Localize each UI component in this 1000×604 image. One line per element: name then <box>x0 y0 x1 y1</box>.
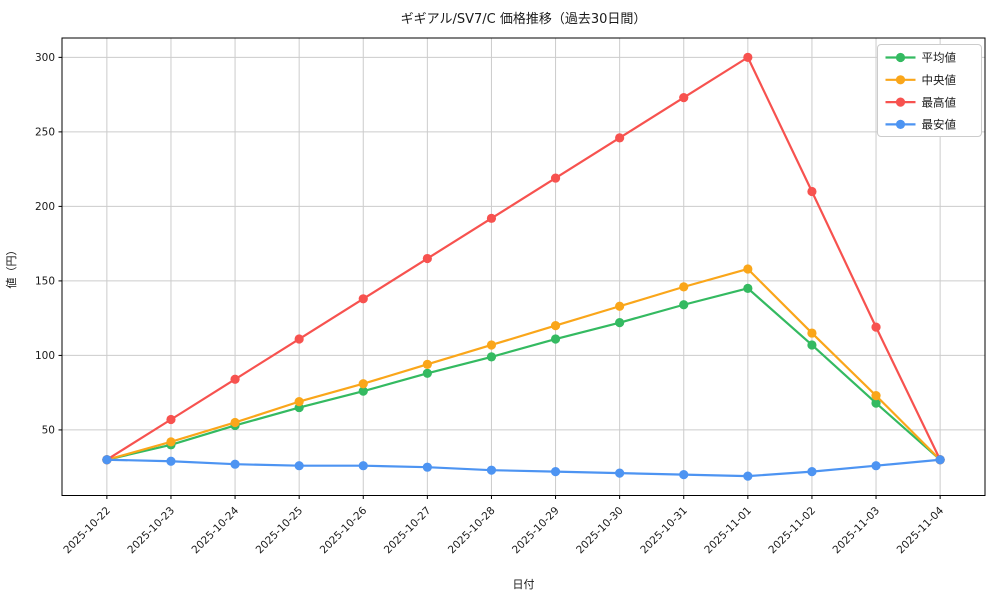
y-tick-label: 200 <box>35 201 55 213</box>
data-point-median <box>230 417 240 428</box>
y-tick-label: 250 <box>35 127 55 139</box>
y-axis-label: 値（円） <box>5 245 18 289</box>
data-point-max <box>166 414 176 425</box>
y-tick-label: 300 <box>35 52 55 64</box>
data-point-median <box>743 264 753 274</box>
legend-label-max: 最高値 <box>922 95 957 109</box>
legend-marker-dot-average <box>895 52 906 63</box>
legend-label-min: 最安値 <box>922 118 957 132</box>
tick-layer: 2025-10-22 2025-10-23 2025-10-24 2025-10-25… <box>35 52 947 556</box>
legend-marker-dot-median <box>895 75 906 85</box>
data-point-median <box>871 391 881 401</box>
x-tick-label: 2025-10-24 <box>190 504 242 556</box>
series-line-average <box>105 287 942 461</box>
data-point-average <box>486 352 497 362</box>
legend-item-average: 平均値 <box>885 51 957 65</box>
x-tick-label: 2025-10-30 <box>574 505 626 557</box>
legend-marker-dot-max <box>895 97 906 107</box>
data-point-max <box>486 213 497 223</box>
x-tick-label: 2025-10-31 <box>638 505 690 557</box>
data-point-min <box>550 467 561 477</box>
legend-label-average: 平均値 <box>922 51 957 65</box>
x-tick-label: 2025-10-25 <box>254 505 306 557</box>
x-tick-label: 2025-11-02 <box>766 505 818 557</box>
grid-layer <box>62 38 985 496</box>
chart-title: ギギアル/SV7/C 価格推移（過去30日間） <box>401 11 647 27</box>
legend-label-median: 中央値 <box>922 73 957 87</box>
data-point-max <box>807 186 817 197</box>
x-tick-label: 2025-11-01 <box>702 505 754 557</box>
data-point-max <box>615 133 625 143</box>
data-point-average <box>422 368 432 378</box>
data-point-min <box>294 461 304 471</box>
data-point-min <box>166 456 176 466</box>
legend-marker-dot-min <box>895 119 906 129</box>
data-point-min <box>679 470 689 480</box>
data-point-median <box>807 328 817 338</box>
y-tick-label: 150 <box>35 276 55 288</box>
data-point-median <box>358 379 368 389</box>
data-point-min <box>807 467 817 477</box>
legend-item-max: 最高値 <box>885 95 957 109</box>
data-point-min <box>871 461 881 471</box>
data-point-max <box>550 173 561 183</box>
data-point-average <box>615 318 625 328</box>
data-point-median <box>294 397 304 407</box>
series-line-min <box>105 458 942 478</box>
data-point-average <box>871 398 881 408</box>
data-point-min <box>422 462 432 472</box>
data-point-max <box>230 374 240 384</box>
x-tick-label: 2025-11-03 <box>831 505 883 557</box>
x-axis-label: 日付 <box>513 578 535 591</box>
x-tick-label: 2025-11-04 <box>895 504 947 556</box>
data-point-min <box>486 465 497 475</box>
data-point-average <box>550 334 561 344</box>
legend-item-min: 最安値 <box>885 118 957 132</box>
data-point-max <box>679 93 689 103</box>
data-point-average <box>807 340 817 350</box>
x-tick-label: 2025-10-28 <box>446 505 498 557</box>
data-point-min <box>935 455 945 465</box>
series-layer <box>102 52 945 481</box>
data-point-max <box>743 52 753 62</box>
y-tick-label: 100 <box>35 350 55 362</box>
data-point-median <box>166 437 176 447</box>
x-tick-label: 2025-10-22 <box>61 505 113 557</box>
data-point-median <box>422 359 432 369</box>
data-point-max <box>294 334 304 344</box>
data-point-min <box>102 455 112 465</box>
data-point-average <box>358 386 368 396</box>
data-point-max <box>422 253 432 264</box>
series-line-median <box>105 267 942 461</box>
plot-border <box>61 37 986 496</box>
data-point-min <box>615 468 625 478</box>
data-point-median <box>615 301 625 311</box>
x-tick-label: 2025-10-27 <box>382 505 434 557</box>
legend-box <box>877 44 982 137</box>
x-tick-label: 2025-10-23 <box>125 505 177 557</box>
data-point-max <box>871 322 881 332</box>
data-point-average <box>679 300 689 310</box>
series-line-max <box>105 56 942 461</box>
data-point-min <box>358 461 368 471</box>
x-tick-label: 2025-10-26 <box>318 504 370 556</box>
x-tick-label: 2025-10-29 <box>510 505 562 557</box>
data-point-median <box>550 321 561 331</box>
data-point-max <box>358 294 368 304</box>
data-point-median <box>486 340 497 350</box>
data-point-median <box>679 282 689 292</box>
data-point-min <box>230 459 240 469</box>
data-point-average <box>743 283 753 293</box>
legend-item-median: 中央値 <box>885 73 957 87</box>
y-tick-label: 50 <box>42 425 55 437</box>
data-point-min <box>743 471 753 481</box>
